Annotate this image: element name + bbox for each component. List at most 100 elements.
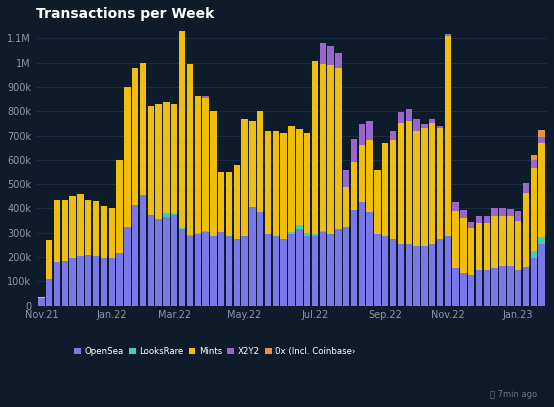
Bar [358, 202, 365, 306]
Bar [523, 184, 529, 193]
Bar [320, 232, 326, 306]
Bar [218, 232, 224, 306]
Bar [453, 201, 459, 211]
Bar [171, 212, 177, 214]
Bar [273, 236, 279, 306]
Bar [413, 131, 420, 246]
Bar [304, 133, 310, 234]
Text: ⏱ 7min ago: ⏱ 7min ago [490, 390, 537, 399]
Bar [69, 258, 76, 306]
Bar [194, 234, 201, 306]
Bar [390, 131, 396, 140]
Bar [531, 155, 537, 160]
Bar [156, 104, 162, 219]
Bar [491, 208, 498, 216]
Bar [398, 112, 404, 123]
Bar [101, 258, 107, 306]
Bar [320, 230, 326, 232]
Bar [343, 170, 350, 186]
Bar [187, 64, 193, 235]
Bar [390, 239, 396, 306]
Bar [421, 124, 428, 128]
Bar [147, 214, 154, 306]
Bar [429, 119, 435, 123]
Bar [234, 165, 240, 239]
Bar [312, 234, 318, 236]
Bar [194, 233, 201, 234]
Bar [366, 122, 373, 140]
Bar [343, 186, 350, 227]
Bar [312, 236, 318, 306]
Bar [382, 143, 388, 236]
Bar [445, 36, 451, 236]
Bar [343, 227, 350, 306]
Bar [421, 128, 428, 246]
Bar [468, 222, 474, 228]
Bar [93, 256, 99, 306]
Bar [202, 98, 209, 230]
Bar [202, 96, 209, 98]
Bar [163, 217, 170, 306]
Bar [54, 200, 60, 262]
Bar [116, 254, 123, 306]
Bar [538, 244, 545, 306]
Bar [304, 236, 310, 306]
Bar [38, 297, 45, 298]
Bar [491, 216, 498, 268]
Bar [491, 268, 498, 306]
Bar [242, 118, 248, 236]
Bar [390, 140, 396, 239]
Bar [226, 172, 232, 236]
Bar [406, 121, 412, 244]
Bar [61, 200, 68, 261]
Bar [499, 265, 506, 306]
Bar [335, 229, 342, 306]
Bar [147, 107, 154, 214]
Bar [194, 96, 201, 233]
Bar [460, 210, 466, 218]
Bar [531, 160, 537, 168]
Bar [398, 123, 404, 244]
Bar [538, 137, 545, 143]
Bar [312, 61, 318, 234]
Bar [460, 218, 466, 273]
Bar [124, 227, 131, 306]
Bar [288, 234, 295, 306]
Bar [234, 239, 240, 306]
Bar [429, 123, 435, 244]
Bar [116, 160, 123, 254]
Bar [413, 246, 420, 306]
Bar [531, 168, 537, 252]
Bar [296, 229, 302, 306]
Bar [163, 102, 170, 212]
Bar [538, 130, 545, 137]
Bar [327, 65, 334, 234]
Bar [445, 236, 451, 306]
Bar [484, 270, 490, 306]
Bar [163, 212, 170, 217]
Bar [69, 196, 76, 258]
Bar [327, 234, 334, 306]
Bar [249, 121, 255, 207]
Bar [335, 68, 342, 229]
Bar [109, 208, 115, 258]
Bar [468, 228, 474, 275]
Bar [280, 133, 287, 239]
Bar [476, 223, 483, 270]
Bar [124, 87, 131, 227]
Bar [140, 195, 146, 306]
Bar [109, 258, 115, 306]
Bar [320, 64, 326, 230]
Bar [257, 111, 264, 212]
Bar [140, 63, 146, 195]
Bar [296, 129, 302, 225]
Bar [453, 268, 459, 306]
Bar [210, 111, 217, 236]
Bar [179, 229, 185, 306]
Bar [187, 235, 193, 236]
Bar [460, 273, 466, 306]
Bar [280, 239, 287, 306]
Bar [515, 211, 521, 221]
Bar [38, 298, 45, 306]
Bar [61, 261, 68, 306]
